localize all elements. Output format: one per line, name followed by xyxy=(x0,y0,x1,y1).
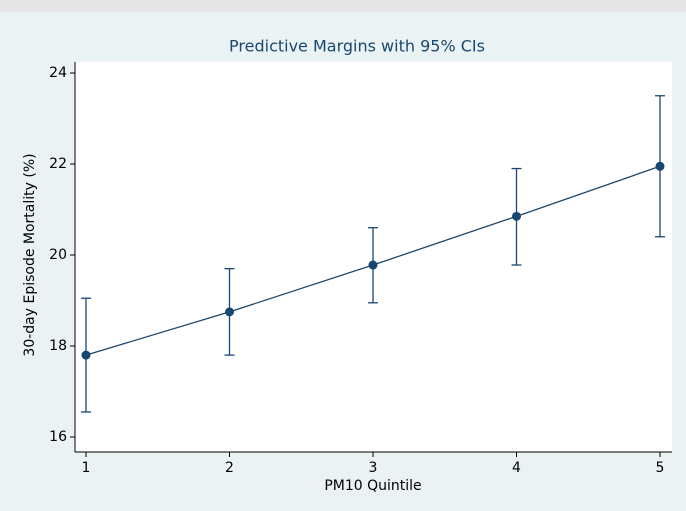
y-tick-label: 16 xyxy=(49,429,67,445)
chart-title: Predictive Margins with 95% CIs xyxy=(229,37,485,56)
y-tick-label: 22 xyxy=(49,156,67,172)
x-tick-label: 2 xyxy=(225,460,234,476)
point xyxy=(225,307,234,317)
y-tick-label: 20 xyxy=(49,247,67,263)
y-axis-label: 30-day Episode Mortality (%) xyxy=(22,153,38,356)
point xyxy=(512,211,521,221)
x-tick-label: 1 xyxy=(82,460,91,476)
x-tick-label: 5 xyxy=(656,460,665,476)
point xyxy=(655,161,665,171)
x-tick-label: 3 xyxy=(369,460,378,476)
x-tick-label: 4 xyxy=(512,460,521,476)
x-axis-label: PM10 Quintile xyxy=(324,478,421,494)
top-bar xyxy=(0,0,686,12)
y-tick-label: 24 xyxy=(49,65,67,81)
point xyxy=(81,350,91,360)
y-tick-label: 18 xyxy=(49,338,67,354)
point xyxy=(368,260,378,270)
